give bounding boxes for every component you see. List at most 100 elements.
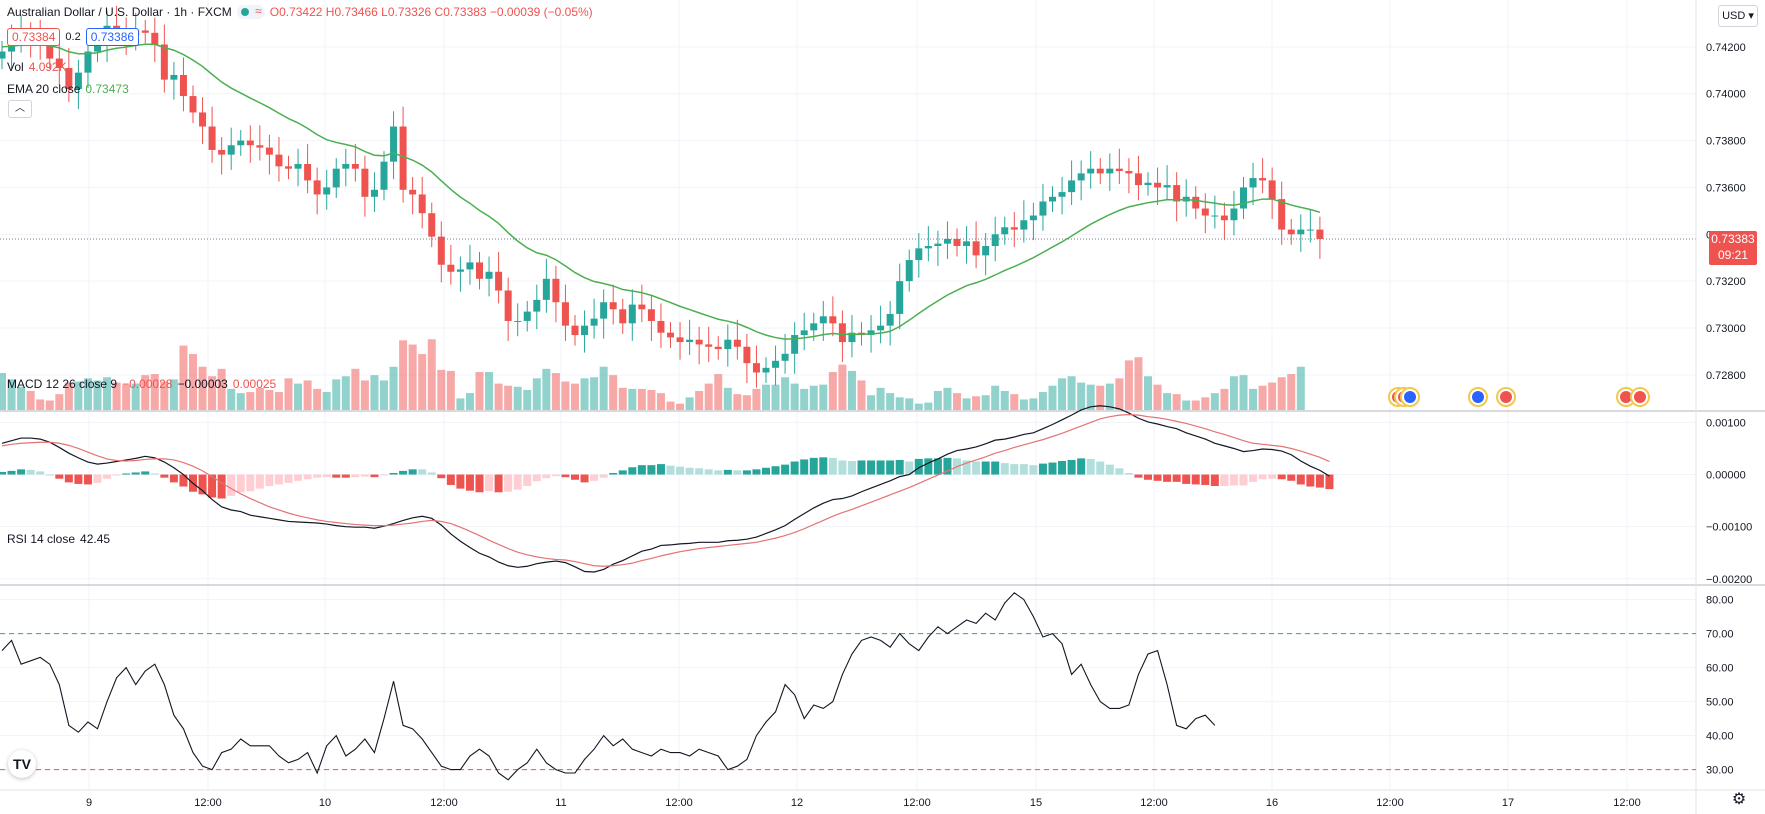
volume-bar [1191, 400, 1200, 410]
macd-tick-label: −0.00100 [1706, 522, 1752, 534]
macd-signal-line [1, 414, 1330, 567]
volume-bar [1277, 377, 1286, 410]
volume-bar [341, 376, 350, 410]
macd-histogram-bar [45, 474, 54, 476]
collapse-legend-button[interactable]: ︿ [8, 100, 32, 118]
buy-button[interactable]: 0.73386 [85, 28, 140, 46]
macd-histogram-bar [236, 474, 245, 493]
volume-bar [895, 397, 904, 410]
macd-histogram-bar [733, 470, 742, 475]
macd-histogram-bar [0, 471, 6, 475]
candle-body [647, 309, 655, 321]
macd-histogram-bar [924, 458, 933, 475]
macd-histogram-bar [227, 474, 236, 496]
macd-histogram-bar [255, 474, 264, 489]
volume-bar [427, 339, 436, 410]
volume-bar [685, 397, 694, 410]
volume-bar [408, 344, 417, 410]
candle-body [1039, 201, 1047, 216]
candle-body [313, 180, 321, 195]
macd-histogram-bar [972, 461, 981, 475]
candle-body [390, 126, 398, 162]
macd-histogram-bar [1000, 463, 1009, 475]
volume-bar [838, 364, 847, 410]
candle-body [552, 278, 560, 303]
candle-body [399, 126, 407, 190]
price-tick-label: 0.73200 [1706, 276, 1746, 288]
macd-histogram-bar [465, 474, 474, 491]
macd-histogram-bar [303, 474, 312, 480]
macd-histogram-bar [1268, 474, 1277, 479]
macd-histogram-bar [1201, 474, 1210, 485]
volume-bar [943, 387, 952, 410]
volume-bar [1172, 394, 1181, 410]
symbol-title[interactable]: Australian Dollar / U.S. Dollar · 1h · F… [7, 5, 232, 19]
sell-button[interactable]: 0.73384 [7, 28, 61, 46]
volume-bar [1296, 366, 1305, 410]
settings-gear-icon[interactable]: ⚙ [1731, 791, 1747, 808]
currency-selector[interactable]: USD ▾ [1718, 5, 1758, 27]
macd-histogram-bar [723, 469, 732, 475]
candle-body [380, 161, 388, 190]
volume-label: Vol [7, 60, 24, 74]
candle-body [65, 67, 73, 90]
macd-histogram-bar [800, 459, 809, 475]
candle-body [695, 339, 703, 345]
macd-histogram-bar [1048, 462, 1057, 475]
price-tick-label: 0.74000 [1706, 89, 1746, 101]
candle-body [74, 72, 82, 90]
candle-body [542, 278, 550, 300]
candle-body [810, 323, 818, 331]
macd-histogram-bar [160, 474, 169, 478]
time-tick-label: 15 [1030, 797, 1042, 809]
volume-bar [485, 372, 494, 410]
macd-histogram-bar [169, 474, 178, 483]
volume-bar [561, 381, 570, 410]
volume-bar [189, 354, 197, 410]
market-status-toggle[interactable]: ≈ [236, 4, 265, 19]
volume-bar [809, 385, 818, 410]
volume-bar [1000, 391, 1009, 410]
candle-body [1029, 215, 1037, 221]
macd-histogram-bar [666, 465, 675, 475]
time-tick-label: 12:00 [1376, 797, 1404, 809]
rsi-legend[interactable]: RSI 14 close 42.45 [7, 532, 110, 546]
candle-body [208, 126, 216, 150]
candle-body [1154, 182, 1162, 188]
volume-bar [1249, 388, 1258, 410]
volume-bar [1115, 378, 1124, 410]
macd-histogram-bar [351, 474, 360, 478]
ema-legend[interactable]: EMA 20 close 0.73473 [7, 82, 129, 96]
us-flag-icon [1630, 387, 1650, 407]
macd-histogram-bar [876, 460, 885, 475]
macd-histogram-bar [1296, 474, 1305, 485]
macd-histogram-bar [1010, 464, 1019, 475]
candle-body [227, 145, 235, 155]
tradingview-logo-icon[interactable]: TV [8, 750, 36, 778]
time-tick-label: 12:00 [430, 797, 458, 809]
macd-histogram-bar [485, 474, 494, 492]
volume-legend[interactable]: Vol 4.092K [7, 60, 67, 74]
macd-histogram-bar [456, 474, 465, 489]
candle-body [896, 281, 904, 314]
candle-body [867, 330, 875, 336]
macd-histogram-bar [74, 474, 83, 484]
volume-bar [1077, 382, 1086, 410]
volume-bar [609, 375, 618, 410]
volume-bar [294, 383, 303, 410]
candle-body [982, 246, 990, 256]
volume-bar [160, 381, 169, 410]
volume-bar [924, 402, 933, 410]
macd-histogram-bar [389, 472, 398, 475]
rsi-tick-label: 60.00 [1706, 663, 1734, 675]
candle-body [829, 316, 837, 324]
volume-bar [656, 393, 665, 410]
volume-bar [103, 377, 112, 410]
volume-bar [781, 377, 790, 410]
macd-histogram-bar [695, 468, 704, 475]
volume-bar [179, 345, 188, 410]
macd-legend[interactable]: MACD 12 26 close 9 −0.00028 −0.00003 0.0… [7, 377, 276, 391]
volume-bar [465, 393, 474, 410]
macd-histogram-bar [446, 474, 455, 485]
